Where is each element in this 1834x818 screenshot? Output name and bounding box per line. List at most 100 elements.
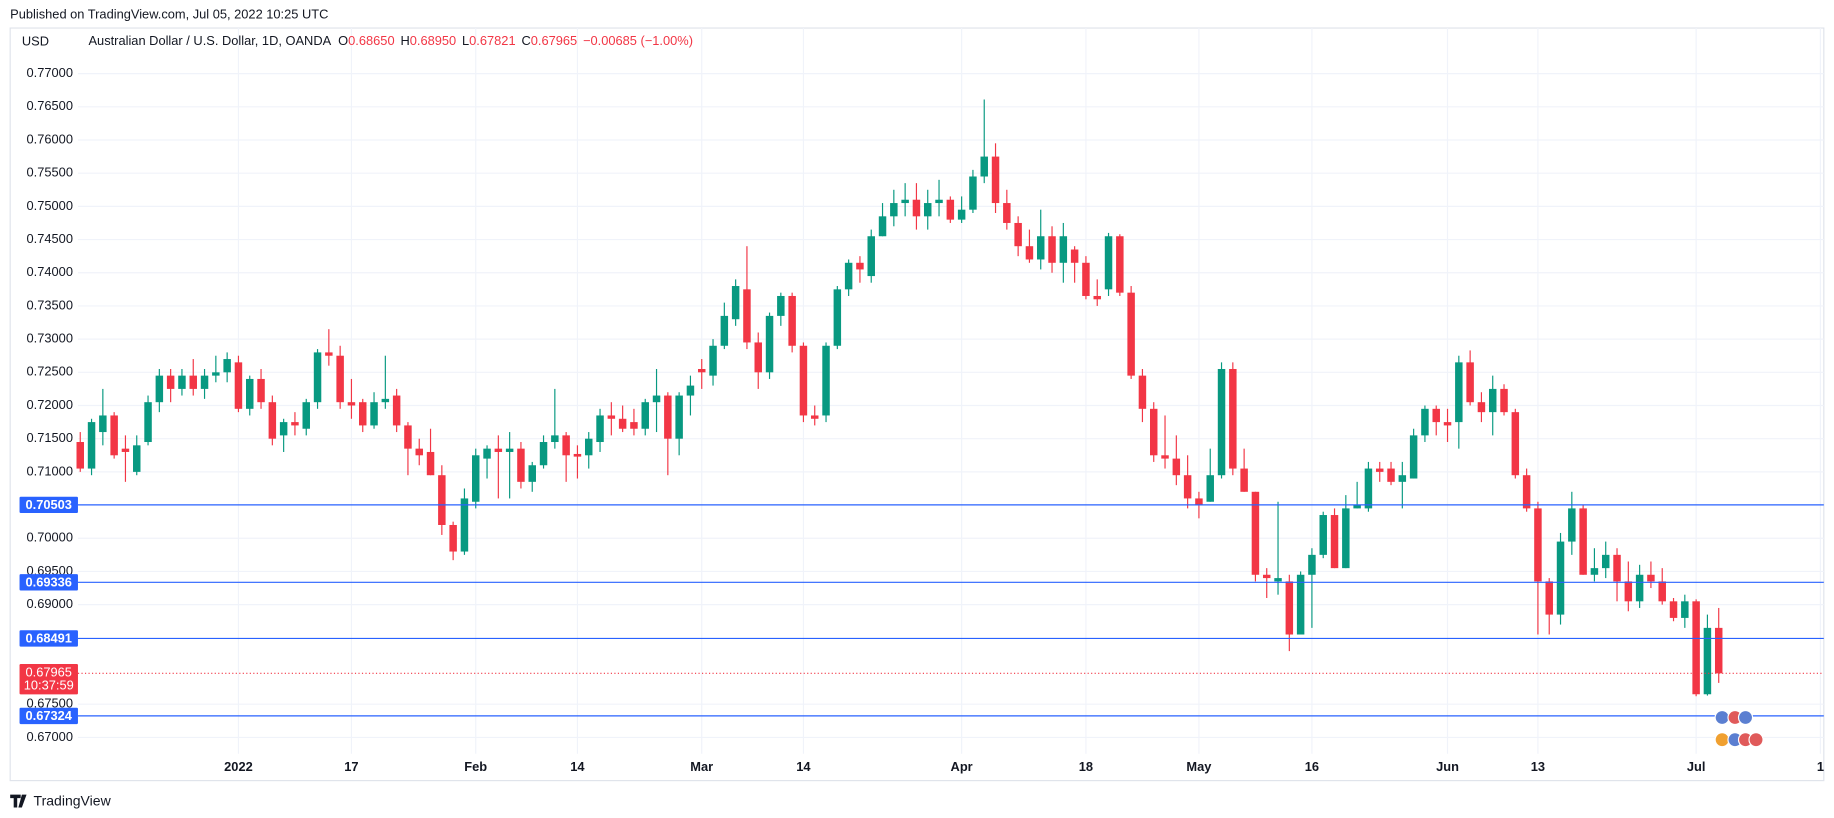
- y-tick-label: 0.73000: [27, 331, 73, 346]
- candle-body: [539, 442, 548, 466]
- candle-body: [901, 199, 909, 204]
- candle-body: [505, 448, 514, 452]
- candle-body: [1635, 574, 1644, 602]
- event-icon: [1748, 732, 1764, 748]
- candle-body: [1692, 601, 1700, 695]
- candle-body: [1375, 468, 1384, 472]
- y-tick-label: 0.69000: [27, 596, 73, 611]
- candle-body: [189, 375, 197, 389]
- candle-body: [1556, 541, 1565, 615]
- candle-body: [449, 524, 457, 552]
- candle-body: [1658, 581, 1666, 602]
- candle-body: [110, 415, 118, 456]
- published-note: Published on TradingView.com, Jul 05, 20…: [10, 7, 328, 22]
- y-tick-label: 0.76000: [27, 131, 73, 146]
- candles: [76, 99, 1723, 697]
- candle-body: [1285, 581, 1294, 635]
- candle-body: [438, 475, 446, 525]
- candle-body: [200, 375, 209, 389]
- candle-body: [833, 289, 842, 346]
- candle-body: [155, 375, 164, 403]
- candle-body: [313, 352, 322, 403]
- chart-frame: [9, 27, 1825, 782]
- candle-body: [856, 262, 864, 270]
- candle-body: [1206, 475, 1214, 502]
- candle-body: [1613, 554, 1621, 582]
- candle-body: [404, 425, 412, 449]
- x-tick-label: Feb: [464, 759, 487, 774]
- candle-body: [1127, 292, 1135, 376]
- candle-body: [1511, 412, 1520, 476]
- candle-body: [1522, 475, 1531, 509]
- overlay: 0.70503 0.69336 0.68491 0.67324 0.6796510:37…: [19, 496, 1824, 725]
- candle-body: [1455, 362, 1463, 423]
- candle-body: [777, 295, 785, 316]
- candle-body: [618, 418, 627, 429]
- candle-body: [844, 262, 853, 290]
- x-tick-label: 14: [570, 759, 585, 774]
- legend-key: H: [400, 33, 409, 48]
- candle-body: [867, 236, 875, 277]
- y-tick-label: 0.71000: [27, 463, 73, 478]
- candle-body: [1342, 508, 1350, 569]
- x-tick-label: 18: [1079, 759, 1093, 774]
- candle-body: [99, 415, 107, 433]
- candle-body: [743, 289, 751, 343]
- candle-body: [878, 216, 887, 237]
- candle-body: [392, 395, 401, 426]
- candle-body: [1703, 627, 1712, 695]
- candle-body: [76, 442, 84, 469]
- legend-value: 0.68950: [410, 33, 456, 48]
- y-tick-label: 0.72000: [27, 397, 73, 412]
- candle-body: [1601, 554, 1610, 569]
- candle-body: [630, 422, 638, 429]
- candle-body: [1500, 388, 1508, 413]
- candle-body: [675, 395, 683, 439]
- grid: 0.67000 0.67500 0.69000 0.69500 0.70000 0.710…: [27, 28, 1824, 774]
- legend-key: L: [462, 33, 469, 48]
- candle-body: [1251, 491, 1260, 575]
- currency: USD: [22, 33, 49, 48]
- candle-body: [1217, 368, 1226, 476]
- last-price-badge: [19, 663, 78, 695]
- candle-body: [697, 368, 706, 373]
- candle-body: [551, 435, 559, 443]
- candle-body: [1240, 468, 1248, 492]
- y-tick-label: 0.74000: [27, 264, 73, 279]
- candle-body: [1161, 455, 1169, 459]
- candle-body: [460, 498, 469, 552]
- legend-key: O: [338, 33, 348, 48]
- candle-body: [1466, 362, 1474, 403]
- brand: TradingView: [34, 792, 112, 808]
- candle-body: [1104, 236, 1113, 290]
- x-tick-label: 2022: [224, 759, 253, 774]
- x-tick-label: 1: [1817, 759, 1824, 774]
- candle-body: [302, 402, 310, 429]
- x-tick-label: Apr: [951, 759, 973, 774]
- x-tick-label: 14: [796, 759, 811, 774]
- candle-body: [596, 415, 604, 443]
- candle-body: [246, 378, 254, 409]
- candle-body: [969, 176, 977, 210]
- candle-body: [1059, 236, 1068, 263]
- candle-body: [1669, 601, 1678, 618]
- candle-body: [709, 345, 717, 376]
- candle-body: [1003, 203, 1011, 223]
- x-tick-label: 17: [344, 759, 358, 774]
- candle-body: [1195, 498, 1203, 506]
- y-tick-label: 0.71500: [27, 430, 73, 445]
- price-badge: [19, 630, 78, 647]
- candle-body: [731, 286, 740, 320]
- candle-body: [1014, 222, 1022, 247]
- candle-body: [1183, 475, 1192, 499]
- candle-body: [1274, 578, 1282, 582]
- x-tick-label: 13: [1531, 759, 1545, 774]
- candle-body: [268, 402, 277, 439]
- candle-body: [664, 395, 672, 439]
- candle-body: [166, 375, 175, 389]
- candle-body: [923, 203, 932, 217]
- candle-body: [426, 451, 435, 476]
- y-tick-label: 0.72500: [27, 364, 73, 379]
- candle-body: [1082, 262, 1090, 296]
